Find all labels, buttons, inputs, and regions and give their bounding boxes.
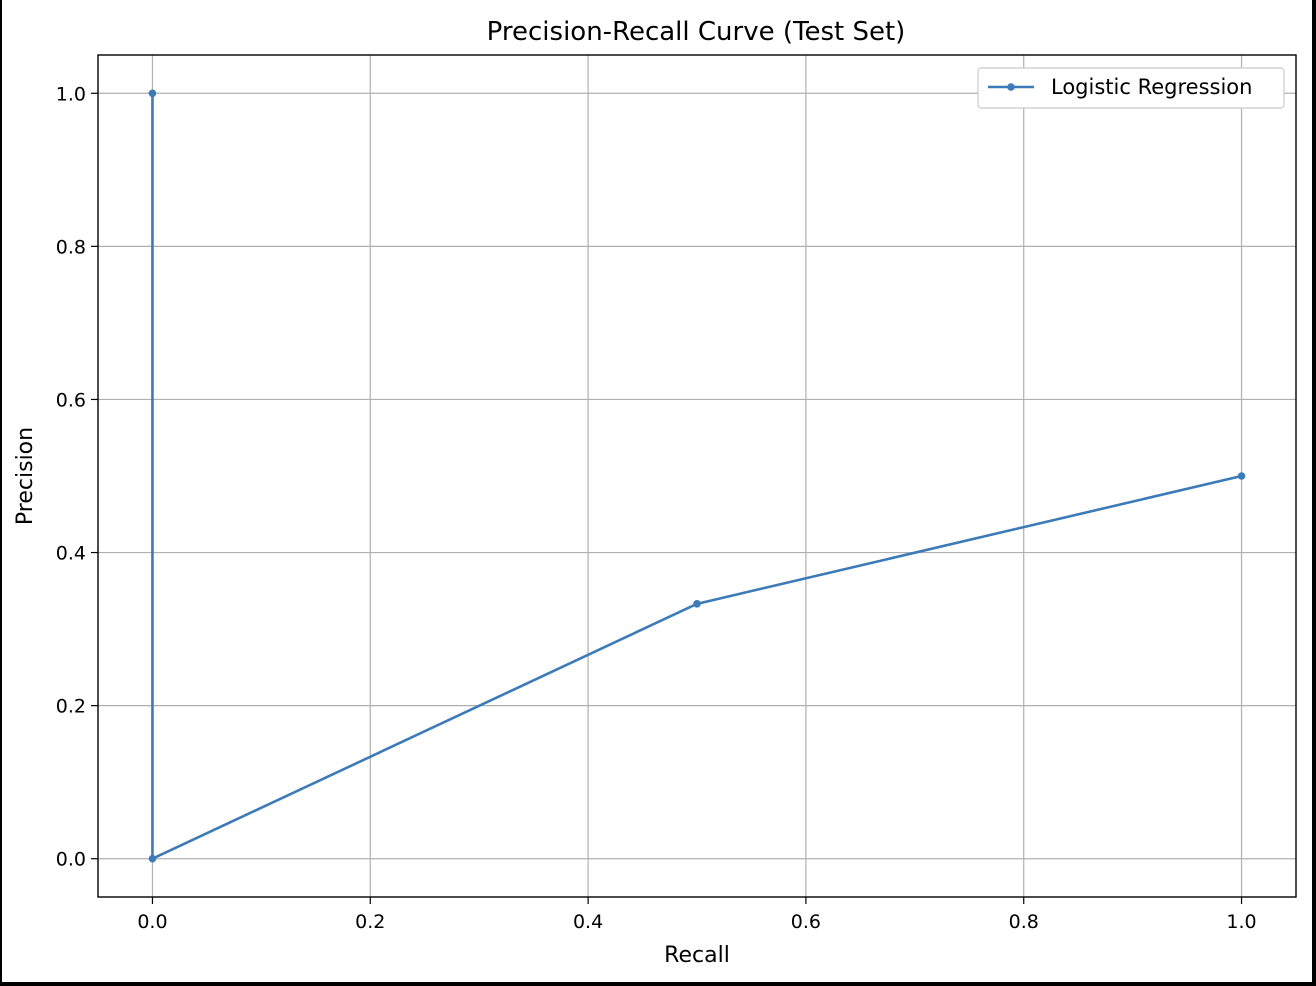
legend-marker — [1007, 83, 1015, 91]
data-point — [693, 600, 701, 608]
plot-frame — [97, 54, 1297, 898]
x-tick-label: 0.8 — [1009, 911, 1039, 933]
y-tick-label: 0.8 — [56, 236, 86, 258]
legend-frame — [977, 67, 1285, 109]
y-tick-label: 1.0 — [56, 83, 86, 105]
x-tick-label: 0.0 — [137, 911, 167, 933]
y-tick-label: 0.0 — [56, 849, 86, 871]
grid-lines — [98, 55, 1296, 897]
tick-layer: 0.0 0.2 0.4 0.6 0.8 1.0 0.0 0.2 0.4 0.6 0.8 1.0 — [56, 83, 1257, 933]
series-layer — [148, 89, 1246, 863]
x-tick-label: 0.2 — [355, 911, 385, 933]
legend: Logistic Regression — [977, 67, 1285, 109]
y-axis-label: Precision — [13, 427, 38, 525]
legend-label-logistic-regression: Logistic Regression — [1051, 75, 1252, 99]
x-tick-label: 0.4 — [573, 911, 603, 933]
data-point — [1237, 472, 1246, 480]
x-axis-label: Recall — [664, 943, 730, 968]
series-line-logistic-regression — [151, 93, 1242, 861]
y-tick-label: 0.6 — [56, 389, 86, 411]
data-point — [148, 854, 157, 863]
x-tick-label: 0.6 — [791, 911, 821, 933]
y-tick-label: 0.4 — [56, 543, 86, 565]
y-tick-label: 0.2 — [56, 696, 86, 718]
x-tick-label: 1.0 — [1226, 911, 1256, 933]
data-point — [148, 89, 157, 98]
chart-title: Precision-Recall Curve (Test Set) — [487, 17, 906, 47]
